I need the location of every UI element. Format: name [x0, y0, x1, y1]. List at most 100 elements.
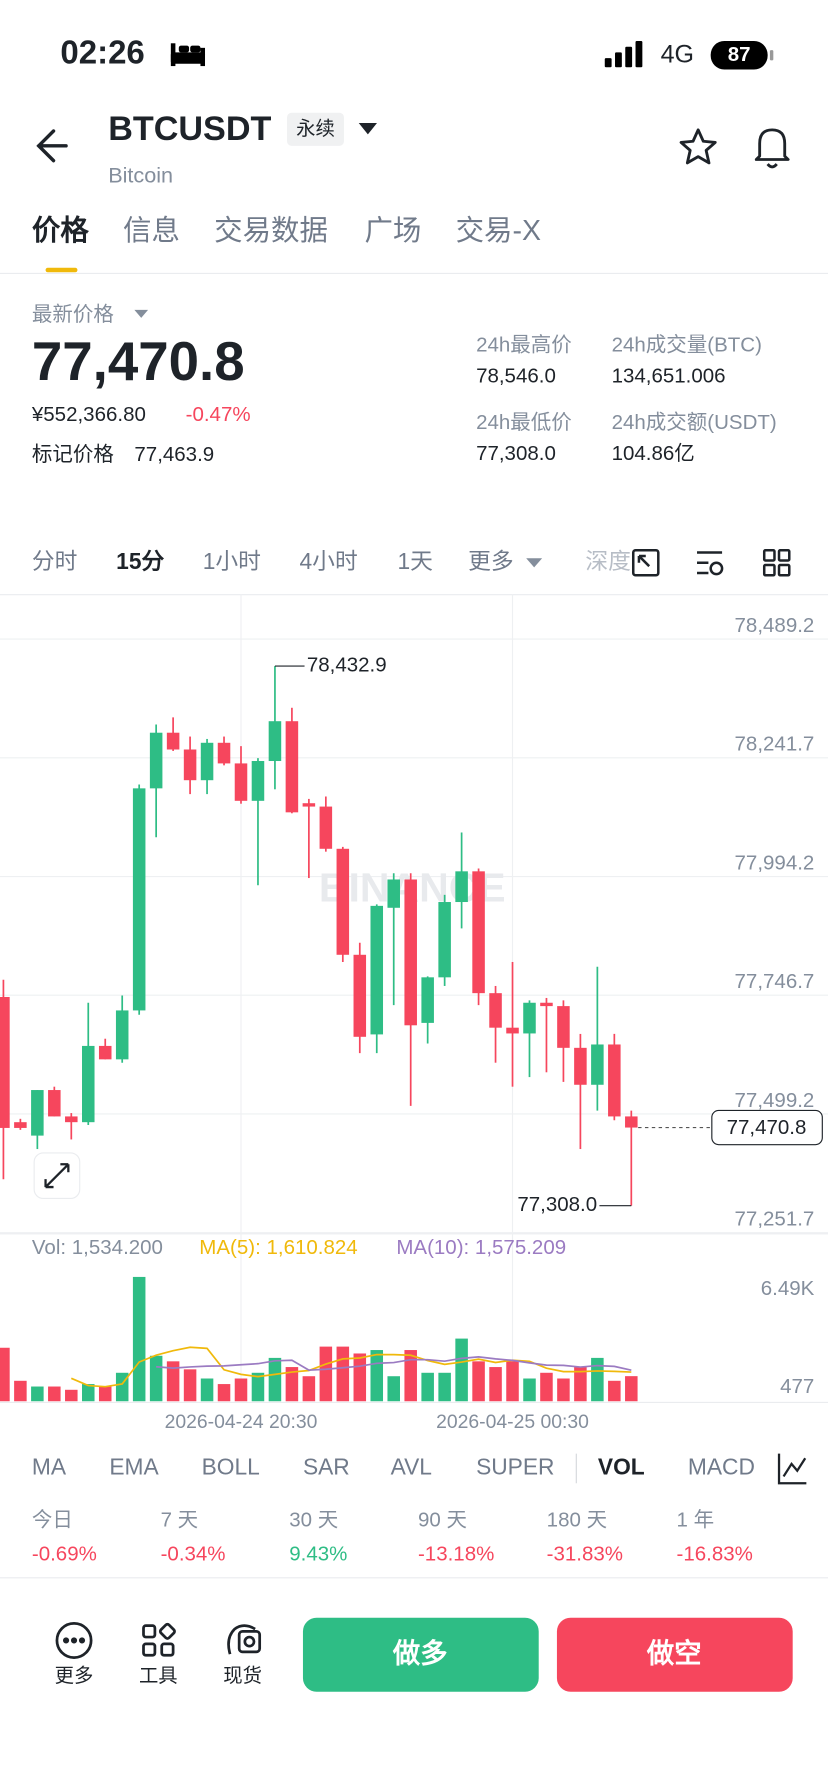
volume-bar	[438, 1372, 451, 1402]
interval[interactable]: 更多	[468, 548, 514, 574]
interval[interactable]: 15分	[116, 548, 164, 574]
volume-bar	[506, 1361, 519, 1402]
volume-bar	[48, 1386, 61, 1402]
battery	[710, 41, 768, 70]
price-dropdown[interactable]	[134, 309, 149, 318]
period-change: -16.83%	[677, 1542, 753, 1565]
period: 今日	[32, 1508, 73, 1531]
mark-label: 标记价格	[32, 443, 114, 466]
stat-value: 134,651.006	[612, 365, 726, 388]
clock: 02:26	[60, 33, 144, 70]
layout-icon[interactable]	[762, 548, 791, 577]
chart-layer: 2026-04-24 20:30 2026-04-25 00:30 78,489.2…	[0, 594, 828, 1433]
candle-body	[421, 977, 434, 1023]
interval[interactable]: 分时	[32, 548, 78, 574]
legend-entry: MA(5): 1,610.824	[199, 1236, 357, 1259]
settings-icon[interactable]	[697, 551, 724, 576]
candle-body	[302, 803, 316, 807]
candle-body	[251, 761, 265, 801]
more-label[interactable]: 更多	[55, 1665, 94, 1687]
candle-body	[319, 806, 333, 849]
interval[interactable]: 深度	[585, 548, 631, 574]
tab[interactable]: 广场	[364, 215, 421, 247]
y-tick-label: 78,241.7	[735, 733, 815, 756]
indicator[interactable]: VOL	[598, 1453, 645, 1479]
last-price-box	[711, 1109, 823, 1146]
volume-bar	[625, 1376, 638, 1402]
indicator[interactable]: BOLL	[202, 1453, 260, 1479]
badge: 永续	[296, 118, 335, 140]
price-change: -0.47%	[186, 403, 251, 426]
indicator[interactable]: MACD	[688, 1453, 755, 1479]
volume-bar	[251, 1372, 265, 1402]
y-tick-label: 78,489.2	[735, 614, 815, 637]
volume-bar	[455, 1338, 468, 1402]
legend-entry: Vol: 1,534.200	[32, 1236, 163, 1259]
volume-bar	[574, 1367, 587, 1402]
candle-body	[404, 879, 417, 1026]
volume-bar	[591, 1357, 604, 1402]
y-tick-label: 77,499.2	[735, 1089, 815, 1112]
candle-body	[353, 954, 367, 1037]
tab[interactable]: 交易数据	[214, 215, 328, 247]
long-button[interactable]	[302, 1617, 539, 1692]
back-button[interactable]	[36, 129, 68, 163]
fullscreen-icon[interactable]	[631, 548, 660, 577]
spot-label[interactable]: 现货	[223, 1665, 262, 1687]
indicator[interactable]: AVL	[391, 1453, 432, 1479]
candle-body	[200, 742, 214, 781]
long-label[interactable]: 做多	[392, 1638, 448, 1669]
candle-body	[166, 732, 180, 750]
indicator[interactable]: MA	[32, 1453, 67, 1479]
tools-label[interactable]: 工具	[139, 1665, 178, 1687]
interval[interactable]: 4小时	[300, 548, 358, 574]
short-button[interactable]	[556, 1617, 793, 1692]
legend-entry: MA(10): 1,575.209	[396, 1236, 566, 1259]
volume-bar	[608, 1380, 621, 1402]
period: 180 天	[547, 1508, 607, 1531]
candle-body	[132, 788, 146, 1011]
candle-body	[625, 1116, 638, 1128]
alert-button[interactable]	[754, 128, 790, 169]
tab[interactable]: 信息	[123, 215, 180, 247]
candle-body	[31, 1090, 44, 1136]
candle-body	[472, 871, 485, 994]
expand-button[interactable]	[33, 1152, 81, 1200]
symbol: BTCUSDT	[108, 110, 271, 148]
period: 1 年	[677, 1508, 715, 1531]
stat-value: 104.86亿	[612, 442, 695, 465]
candle-body	[438, 902, 451, 978]
symbol-dropdown[interactable]	[358, 123, 377, 135]
more-dropdown[interactable]	[526, 558, 543, 568]
ma-line	[156, 1355, 632, 1372]
interval[interactable]: 1天	[397, 548, 432, 574]
y-tick-label: 77,994.2	[735, 851, 815, 874]
volume-bar	[370, 1350, 384, 1402]
candle-body	[336, 848, 350, 955]
volume-bar	[65, 1389, 78, 1402]
favorite-button[interactable]	[679, 128, 717, 165]
indicator[interactable]: EMA	[109, 1453, 159, 1479]
period-change: -31.83%	[547, 1542, 623, 1565]
period-change: -13.18%	[418, 1542, 494, 1565]
interval[interactable]: 1小时	[203, 548, 261, 574]
y-tick-label: 77,251.7	[735, 1208, 815, 1231]
more-icon[interactable]	[55, 1622, 93, 1659]
candle-body	[115, 1010, 129, 1060]
candle-body	[183, 749, 197, 781]
tools-icon[interactable]	[142, 1622, 176, 1657]
tab[interactable]: 价格	[32, 215, 89, 247]
period-change: -0.69%	[32, 1542, 97, 1565]
candle-body	[523, 1002, 536, 1034]
low-label: 77,308.0	[517, 1193, 597, 1216]
stat-label: 24h成交量(BTC)	[612, 334, 762, 357]
tab[interactable]: 交易-X	[456, 215, 541, 247]
indicator-settings[interactable]	[777, 1453, 807, 1485]
period-change: 9.43%	[289, 1542, 347, 1565]
indicator[interactable]: SUPER	[476, 1453, 554, 1479]
spot-icon[interactable]	[227, 1624, 262, 1655]
candle-body	[217, 742, 231, 764]
indicator[interactable]: SAR	[303, 1453, 350, 1479]
short-label[interactable]: 做空	[646, 1638, 702, 1669]
